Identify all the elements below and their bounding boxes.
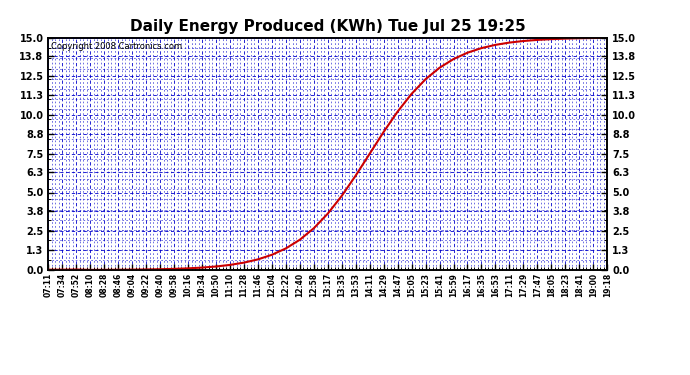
Title: Daily Energy Produced (KWh) Tue Jul 25 19:25: Daily Energy Produced (KWh) Tue Jul 25 1… bbox=[130, 18, 526, 33]
Text: Copyright 2008 Cartronics.com: Copyright 2008 Cartronics.com bbox=[51, 42, 182, 51]
